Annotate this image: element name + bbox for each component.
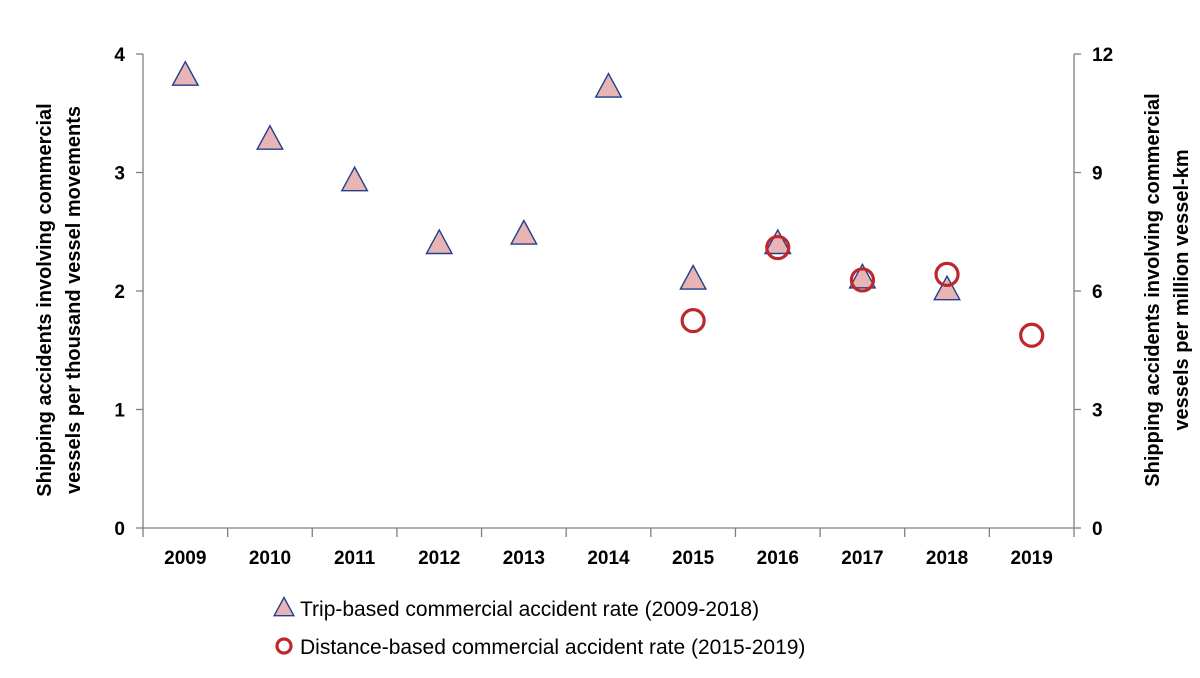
distance-based-point-2016 — [765, 234, 791, 261]
x-tick-label: 2014 — [587, 548, 630, 569]
x-tick-label: 2019 — [1011, 548, 1053, 569]
distance-based-point-2019 — [1019, 322, 1045, 348]
right-axis-title: Shipping accidents involving commercial v… — [1142, 93, 1193, 486]
left-axis-title-line: Shipping accidents involving commercial — [34, 103, 56, 496]
trip-based-point-2017 — [848, 262, 877, 289]
trip-based-point-2014 — [594, 72, 623, 98]
data-marks — [171, 60, 1045, 348]
trip-based-point-2012 — [425, 228, 454, 255]
left-tick-label: 0 — [114, 519, 125, 540]
right-tick-label: 6 — [1092, 282, 1103, 303]
left-axis-title: Shipping accidents involving commercial v… — [34, 103, 85, 496]
left-tick-label: 2 — [114, 282, 125, 303]
right-axis-title-line: vessels per million vessel-km — [1171, 149, 1193, 430]
left-axis-title-line: vessels per thousand vessel movements — [63, 106, 85, 494]
x-tick-label: 2009 — [164, 548, 206, 569]
right-tick-label: 12 — [1092, 45, 1113, 66]
left-tick-label: 3 — [114, 164, 125, 185]
x-tick-label: 2012 — [418, 548, 460, 569]
trip-based-point-2011 — [340, 165, 369, 192]
legend: Trip-based commercial accident rate (200… — [272, 595, 805, 659]
distance-based-point-2015 — [680, 308, 706, 334]
trip-based-point-2013 — [509, 219, 538, 245]
right-tick-label: 3 — [1092, 401, 1103, 422]
x-tick-label: 2010 — [249, 548, 291, 569]
legend-triangle-marker — [272, 595, 296, 617]
left-tick-label: 1 — [114, 401, 125, 422]
x-tick-label: 2016 — [757, 548, 799, 569]
distance-based-point-2017 — [849, 267, 876, 293]
x-tick-label: 2015 — [672, 548, 715, 569]
right-axis-title-line: Shipping accidents involving commercial — [1142, 93, 1164, 486]
trip-based-point-2015 — [679, 264, 708, 290]
trip-based-point-2010 — [256, 124, 284, 150]
left-tick-label: 4 — [114, 45, 125, 66]
x-tick-label: 2011 — [334, 548, 376, 569]
x-tick-label: 2018 — [926, 548, 968, 569]
right-tick-label: 9 — [1092, 164, 1103, 185]
trip-based-point-2016 — [763, 228, 792, 255]
legend-label: Distance-based commercial accident rate … — [300, 636, 805, 659]
legend-label: Trip-based commercial accident rate (200… — [300, 598, 759, 621]
right-tick-label: 0 — [1092, 519, 1103, 540]
legend-circle-marker — [275, 637, 293, 655]
x-tick-label: 2017 — [841, 548, 883, 569]
x-tick-label: 2013 — [503, 548, 545, 569]
distance-based-point-2018 — [934, 261, 960, 288]
trip-based-point-2009 — [171, 60, 200, 86]
trip-based-point-2018 — [933, 274, 961, 301]
